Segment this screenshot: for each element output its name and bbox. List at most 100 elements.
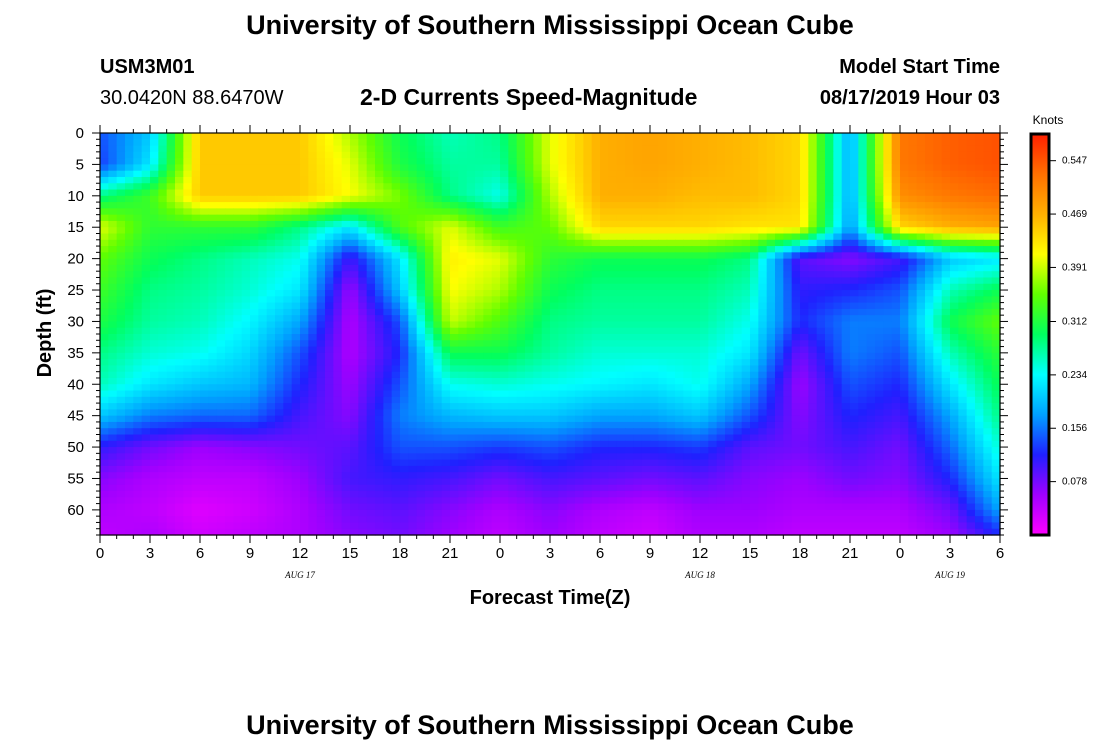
- heatmap-cell: [691, 277, 701, 285]
- heatmap-cell: [741, 151, 751, 159]
- heatmap-cell: [275, 233, 284, 241]
- heatmap-cell: [516, 415, 526, 423]
- heatmap-cell: [866, 321, 876, 329]
- heatmap-cell: [425, 403, 434, 410]
- heatmap-cell: [300, 195, 309, 203]
- heatmap-cell: [716, 308, 726, 316]
- heatmap-cell: [916, 183, 926, 191]
- heatmap-cell: [133, 189, 143, 197]
- heatmap-cell: [875, 396, 884, 404]
- heatmap-cell: [925, 145, 934, 153]
- heatmap-cell: [108, 390, 118, 398]
- heatmap-cell: [375, 170, 384, 178]
- heatmap-cell: [508, 176, 518, 184]
- heatmap-cell: [850, 352, 859, 360]
- heatmap-cell: [825, 283, 834, 291]
- heatmap-cell: [708, 409, 718, 417]
- heatmap-cell: [266, 176, 276, 184]
- heatmap-cell: [366, 277, 376, 285]
- heatmap-cell: [491, 202, 501, 209]
- heatmap-cell: [825, 164, 834, 172]
- heatmap-cell: [816, 195, 826, 203]
- heatmap-cell: [316, 390, 326, 398]
- heatmap-cell: [683, 283, 693, 291]
- heatmap-cell: [250, 277, 259, 285]
- heatmap-cell: [933, 195, 943, 203]
- heatmap-cell: [875, 264, 884, 272]
- heatmap-cell: [866, 139, 876, 147]
- heatmap-cell: [875, 340, 884, 348]
- heatmap-cell: [208, 283, 218, 291]
- heatmap-cell: [408, 202, 418, 209]
- heatmap-cell: [616, 340, 626, 348]
- heatmap-cell: [333, 239, 343, 247]
- heatmap-cell: [966, 271, 976, 279]
- heatmap-cell: [916, 227, 926, 235]
- heatmap-cell: [758, 359, 768, 367]
- heatmap-cell: [775, 158, 784, 166]
- heatmap-cell: [266, 296, 276, 304]
- heatmap-cell: [633, 334, 643, 341]
- heatmap-cell: [741, 227, 751, 235]
- heatmap-cell: [425, 271, 434, 279]
- heatmap-cell: [408, 145, 418, 153]
- heatmap-cell: [691, 239, 701, 247]
- heatmap-cell: [183, 233, 193, 241]
- heatmap-cell: [558, 396, 568, 404]
- heatmap-cell: [258, 371, 268, 379]
- heatmap-cell: [675, 233, 684, 241]
- heatmap-cell: [983, 415, 993, 423]
- heatmap-cell: [225, 340, 234, 348]
- heatmap-cell: [900, 252, 909, 260]
- heatmap-cell: [575, 346, 584, 354]
- heatmap-cell: [708, 290, 718, 297]
- heatmap-cell: [391, 208, 401, 216]
- heatmap-cell: [841, 170, 851, 178]
- heatmap-cell: [633, 359, 643, 367]
- heatmap-cell: [408, 302, 418, 310]
- heatmap-cell: [166, 315, 176, 323]
- heatmap-cell: [200, 296, 209, 304]
- heatmap-cell: [191, 164, 201, 172]
- heatmap-cell: [116, 252, 126, 260]
- heatmap-cell: [300, 202, 309, 209]
- heatmap-cell: [250, 202, 259, 209]
- heatmap-cell: [516, 384, 526, 392]
- heatmap-cell: [350, 139, 359, 147]
- heatmap-cell: [225, 359, 234, 367]
- heatmap-cell: [583, 384, 593, 392]
- heatmap-cell: [850, 290, 859, 297]
- heatmap-cell: [300, 246, 309, 253]
- heatmap-cell: [616, 396, 626, 404]
- heatmap-cell: [566, 195, 576, 203]
- heatmap-cell: [600, 214, 609, 222]
- heatmap-cell: [633, 220, 643, 228]
- heatmap-cell: [183, 321, 193, 329]
- heatmap-cell: [266, 290, 276, 297]
- heatmap-cell: [425, 409, 434, 417]
- heatmap-cell: [741, 233, 751, 241]
- heatmap-cell: [616, 296, 626, 304]
- heatmap-cell: [875, 290, 884, 297]
- heatmap-cell: [816, 340, 826, 348]
- heatmap-cell: [125, 220, 134, 228]
- heatmap-cell: [716, 220, 726, 228]
- heatmap-cell: [583, 158, 593, 166]
- heatmap-cell: [191, 258, 201, 266]
- heatmap-cell: [600, 271, 609, 279]
- heatmap-cell: [525, 145, 534, 153]
- heatmap-cell: [350, 227, 359, 235]
- heatmap-cell: [941, 384, 951, 392]
- heatmap-cell: [266, 396, 276, 404]
- heatmap-cell: [425, 321, 434, 329]
- heatmap-cell: [366, 195, 376, 203]
- heatmap-cell: [375, 384, 384, 392]
- heatmap-cell: [550, 208, 559, 216]
- heatmap-cell: [433, 296, 443, 304]
- heatmap-cell: [116, 334, 126, 341]
- heatmap-cell: [866, 208, 876, 216]
- heatmap-cell: [891, 195, 901, 203]
- heatmap-cell: [775, 208, 784, 216]
- heatmap-cell: [816, 183, 826, 191]
- heatmap-cell: [941, 327, 951, 335]
